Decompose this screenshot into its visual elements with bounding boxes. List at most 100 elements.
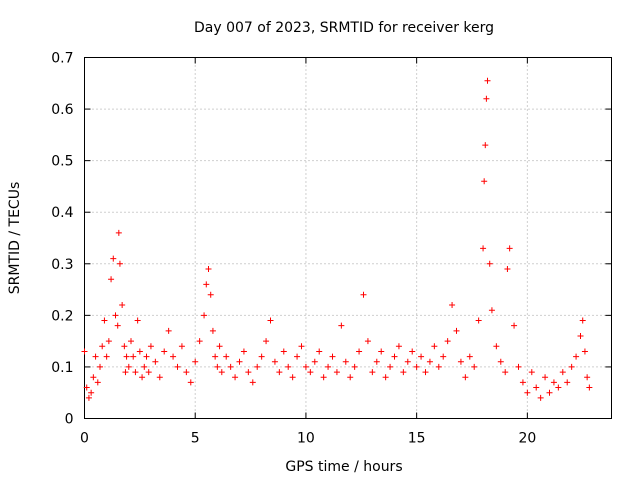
x-tick-label: 15 [408, 431, 426, 447]
data-point [333, 369, 340, 376]
data-point [216, 343, 223, 350]
data-point [511, 322, 518, 329]
x-tick-label: 0 [80, 431, 89, 447]
data-point [573, 353, 580, 360]
data-point [504, 265, 511, 272]
data-point [488, 307, 495, 314]
data-point [97, 363, 103, 370]
data-point [123, 353, 130, 360]
data-point [125, 363, 132, 370]
data-point [364, 338, 371, 345]
data-point [161, 348, 168, 355]
data-point [263, 338, 270, 345]
data-point [101, 317, 108, 324]
data-point [486, 260, 493, 267]
data-point [502, 369, 509, 376]
data-point [302, 363, 309, 370]
data-point [236, 358, 243, 365]
data-point [584, 374, 591, 381]
data-point [342, 358, 349, 365]
data-point [307, 369, 314, 376]
data-point [482, 142, 489, 149]
data-point [537, 394, 544, 401]
data-point [435, 363, 442, 370]
y-tick-label: 0.3 [51, 257, 73, 273]
data-point [462, 374, 469, 381]
data-point [356, 348, 363, 355]
data-point [497, 358, 504, 365]
data-point [325, 363, 332, 370]
data-point [466, 353, 473, 360]
data-point [329, 353, 336, 360]
data-point [550, 379, 557, 386]
data-point [471, 363, 478, 370]
data-point [192, 358, 199, 365]
data-point [209, 327, 216, 334]
data-point [475, 317, 482, 324]
data-point [493, 343, 500, 350]
data-point [223, 353, 230, 360]
data-point [418, 353, 425, 360]
data-point [555, 384, 562, 391]
data-point [519, 379, 526, 386]
data-point [298, 343, 305, 350]
data-point [311, 358, 318, 365]
data-point [457, 358, 464, 365]
data-point [449, 302, 456, 309]
data-point [170, 353, 177, 360]
data-point [240, 348, 247, 355]
data-point [289, 374, 296, 381]
y-tick-label: 0.4 [51, 205, 73, 221]
chart-title: Day 007 of 2023, SRMTID for receiver ker… [194, 20, 494, 36]
data-point [227, 363, 234, 370]
x-tick-label: 20 [518, 431, 536, 447]
data-point [285, 363, 292, 370]
data-point [187, 379, 194, 386]
data-point [271, 358, 278, 365]
data-point [110, 255, 117, 262]
x-tick-label: 10 [297, 431, 315, 447]
data-point [92, 353, 99, 360]
data-point [316, 348, 323, 355]
data-point [178, 343, 185, 350]
grid-lines [84, 57, 612, 419]
y-tick-label: 0.6 [51, 102, 73, 118]
data-point [484, 77, 491, 84]
data-point [119, 302, 126, 309]
data-point [203, 281, 210, 288]
data-point [400, 369, 407, 376]
data-point [105, 338, 112, 345]
data-point [280, 348, 287, 355]
data-point [528, 369, 535, 376]
y-tick-label: 0.5 [51, 154, 73, 170]
data-point [258, 353, 265, 360]
data-point [515, 363, 522, 370]
data-point [581, 348, 588, 355]
data-point [232, 374, 239, 381]
data-point [395, 343, 402, 350]
data-point [373, 358, 380, 365]
data-point [83, 384, 90, 391]
data-point [409, 348, 416, 355]
data-point [207, 291, 214, 298]
x-axis-label: GPS time / hours [285, 459, 402, 475]
data-point [214, 363, 221, 370]
data-point [564, 379, 571, 386]
data-point [413, 363, 420, 370]
data-point [276, 369, 283, 376]
y-tick-label: 0.1 [51, 360, 73, 376]
data-point [481, 178, 488, 185]
data-point [382, 374, 389, 381]
data-point [431, 343, 438, 350]
data-point [152, 358, 159, 365]
data-point [480, 245, 487, 252]
data-point [99, 343, 106, 350]
y-axis-label: SRMTID / TECUs [7, 182, 23, 295]
data-point [267, 317, 274, 324]
data-point [546, 389, 553, 396]
data-point [524, 389, 531, 396]
plot-frame [84, 57, 612, 419]
data-point [453, 327, 460, 334]
data-point [85, 394, 92, 401]
